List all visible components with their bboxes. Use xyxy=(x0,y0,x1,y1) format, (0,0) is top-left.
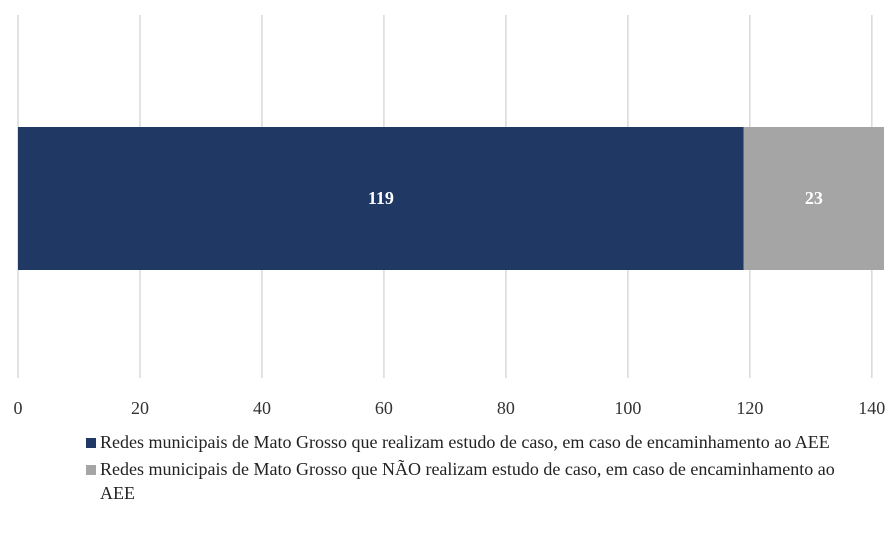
x-tick-label: 0 xyxy=(14,398,23,418)
bar-segment xyxy=(18,127,744,270)
legend-label: Redes municipais de Mato Grosso que real… xyxy=(100,432,830,452)
x-tick-label: 140 xyxy=(858,398,885,418)
legend-item: Redes municipais de Mato Grosso que real… xyxy=(86,430,846,454)
legend-item: Redes municipais de Mato Grosso que NÃO … xyxy=(86,457,846,505)
x-tick-label: 80 xyxy=(497,398,515,418)
legend-swatch xyxy=(86,465,96,475)
x-tick-label: 60 xyxy=(375,398,393,418)
data-label: 23 xyxy=(805,188,823,208)
data-label: 119 xyxy=(368,188,394,208)
legend: Redes municipais de Mato Grosso que real… xyxy=(86,430,846,508)
x-tick-label: 40 xyxy=(253,398,271,418)
legend-swatch xyxy=(86,438,96,448)
x-tick-label: 20 xyxy=(131,398,149,418)
plot: 0 20 40 60 80 100 120 140 119 23 xyxy=(14,15,885,418)
x-tick-label: 120 xyxy=(736,398,763,418)
x-tick-label: 100 xyxy=(614,398,641,418)
bar-segment xyxy=(743,127,884,270)
legend-label: Redes municipais de Mato Grosso que NÃO … xyxy=(100,459,835,503)
